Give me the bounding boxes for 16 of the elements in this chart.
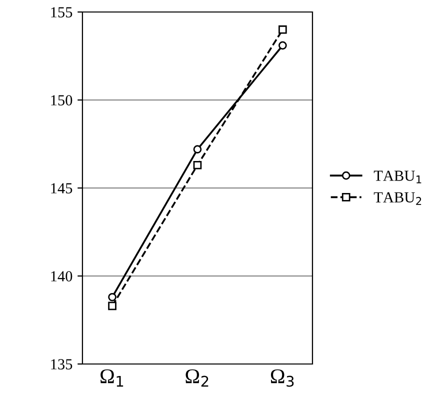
legend-label: TABU$_{1}$: [374, 170, 422, 184]
y-tick-label: 155: [51, 7, 72, 18]
point: [193, 160, 202, 170]
x-tick-label: Ω$_{3}$: [270, 369, 294, 387]
point: [278, 41, 287, 50]
x-tick-label: Ω$_{2}$: [186, 369, 208, 387]
point: [108, 292, 116, 302]
legend-label: TABU$_{2}$: [374, 192, 422, 205]
y-tick-label: 150: [51, 95, 72, 106]
y-tick-label: 145: [51, 183, 72, 194]
point: [278, 25, 287, 34]
x-tick-label: Ω$_{1}$: [100, 369, 124, 387]
point: [108, 302, 116, 310]
point: [193, 145, 202, 154]
y-tick-label: 135: [51, 359, 72, 370]
y-tick-label: 140: [51, 271, 72, 282]
